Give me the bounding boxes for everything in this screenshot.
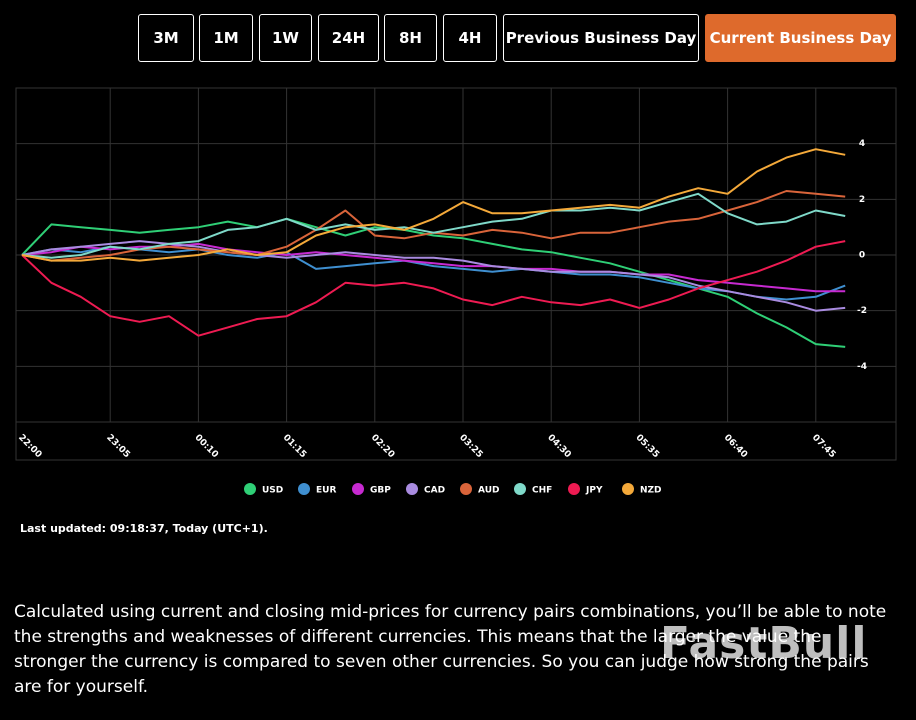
legend-label: NZD (640, 486, 662, 496)
series-line (21, 242, 846, 293)
legend-label: JPY (585, 486, 603, 496)
range-button[interactable]: 24H (318, 14, 379, 62)
legend-dot (244, 483, 256, 495)
y-tick-label: -2 (857, 306, 867, 316)
range-button[interactable]: 4H (443, 14, 497, 62)
series-line (21, 245, 846, 301)
range-button[interactable]: Current Business Day (705, 14, 896, 62)
series-line (21, 192, 846, 259)
watermark: FastBull (660, 618, 868, 669)
series-line (21, 240, 846, 312)
legend-label: USD (262, 486, 283, 496)
legend-dot (298, 483, 310, 495)
x-tick-label: 00:10 (193, 433, 220, 460)
x-tick-label: 07:45 (810, 433, 837, 460)
legend-label: EUR (316, 486, 336, 496)
x-tick-label: 04:30 (545, 433, 572, 460)
description: Calculated using current and closing mid… (14, 602, 887, 697)
series-line (21, 148, 846, 262)
last-updated: Last updated: 09:18:37, Today (UTC+1). (20, 522, 268, 535)
x-tick-label: 02:20 (369, 433, 396, 460)
x-tick-label: 22:00 (16, 433, 43, 460)
legend-dot (568, 483, 580, 495)
chart: -4 -2 0 2 4 22:00 23:05 00:10 01:15 02:20 03:25 04:… (15, 87, 897, 496)
series-line (21, 217, 846, 348)
y-tick-label: -4 (857, 362, 867, 372)
legend-label: CAD (424, 486, 445, 496)
range-button[interactable]: 1W (259, 14, 312, 62)
legend-label: CHF (532, 486, 552, 496)
range-button[interactable]: 8H (384, 14, 437, 62)
range-button[interactable]: Previous Business Day (503, 14, 699, 62)
legend-dot (514, 483, 526, 495)
x-tick-label: 03:25 (457, 433, 484, 460)
legend-dot (460, 483, 472, 495)
x-tick-label: 05:35 (634, 433, 661, 460)
x-tick-label: 01:15 (281, 433, 308, 460)
range-button[interactable]: 1M (199, 14, 253, 62)
x-tick-label: 06:40 (722, 433, 749, 460)
legend-label: GBP (370, 486, 391, 496)
legend-dot (406, 483, 418, 495)
range-button[interactable]: 3M (138, 14, 194, 62)
y-tick-label: 0 (859, 251, 865, 261)
y-tick-label: 4 (859, 139, 865, 149)
x-tick-label: 23:05 (104, 433, 131, 460)
series-line (21, 240, 846, 337)
legend-label: AUD (478, 486, 499, 496)
legend-dot (622, 483, 634, 495)
legend-dot (352, 483, 364, 495)
y-tick-label: 2 (859, 195, 865, 205)
